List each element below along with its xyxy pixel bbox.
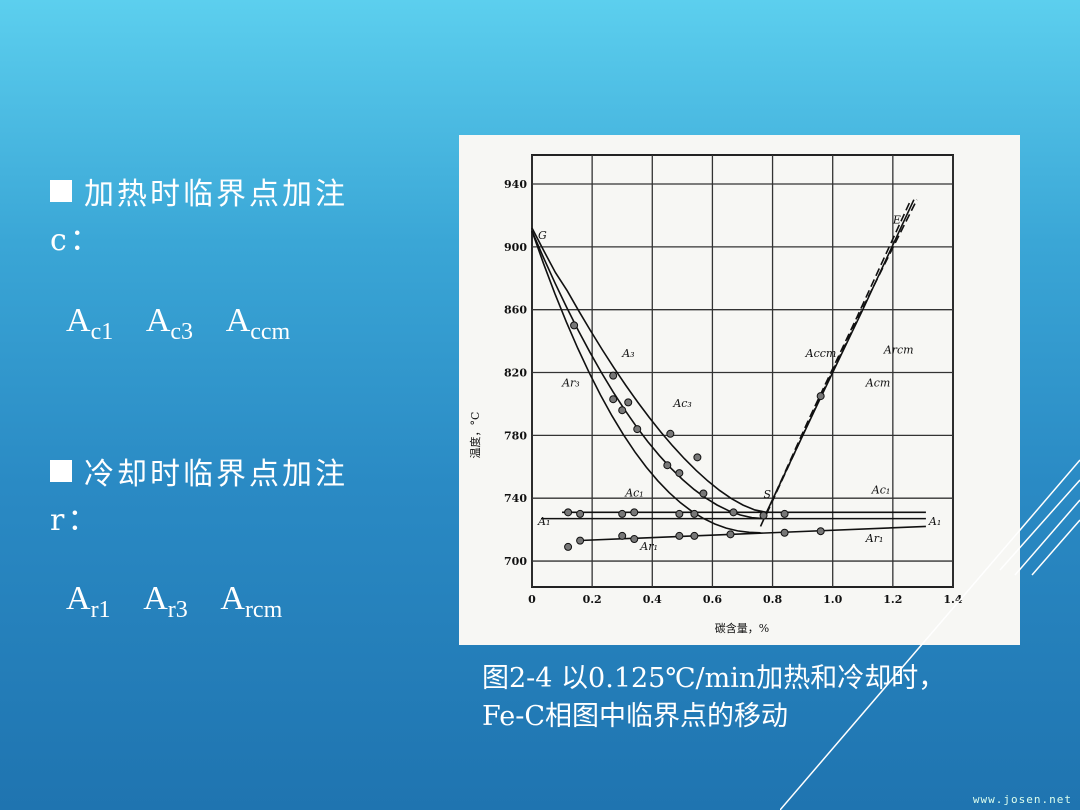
data-point — [618, 509, 627, 518]
figure-caption: 图2-4 以0.125℃/min加热和冷却时， Fe-C相图中临界点的移动 — [482, 660, 945, 736]
data-point — [699, 489, 708, 498]
y-tick-label: 740 — [504, 492, 527, 505]
data-point — [564, 542, 573, 551]
data-point — [663, 461, 672, 470]
symbol-ar3: Ar3 — [143, 580, 188, 623]
data-point — [780, 528, 789, 537]
y-axis-label: 温度，°C — [468, 412, 482, 459]
symbol-base: A — [220, 580, 245, 617]
square-bullet-icon — [50, 180, 72, 202]
label-a3: A₃ — [621, 347, 634, 360]
x-tick-label: 0.6 — [703, 593, 722, 606]
label-ac1-left: Ac₁ — [624, 487, 644, 500]
data-point — [609, 395, 618, 404]
data-point — [630, 508, 639, 517]
data-point — [693, 453, 702, 462]
label-arcm: Arcm — [883, 344, 914, 357]
data-point — [816, 527, 825, 536]
cooling-bullet: 冷却时临界点加注r： — [50, 452, 390, 544]
label-ar1-right: Ar₁ — [865, 532, 884, 545]
symbol-accm: Accm — [225, 302, 291, 345]
decorative-lines — [780, 459, 1080, 810]
symbol-base: A — [145, 302, 171, 339]
data-point — [690, 509, 699, 518]
data-point — [633, 425, 642, 434]
symbol-sub: rcm — [244, 597, 283, 623]
symbol-ar1: Ar1 — [66, 580, 111, 623]
caption-line-1: 图2-4 以0.125℃/min加热和冷却时， — [482, 663, 946, 694]
arcm-curve — [759, 199, 912, 527]
symbol-base: A — [143, 580, 168, 617]
watermark: www.josen.net — [972, 793, 1072, 806]
symbol-arcm: Arcm — [220, 580, 282, 623]
label-g: G — [538, 229, 547, 242]
data-point — [780, 509, 789, 518]
data-point — [576, 509, 585, 518]
data-point — [564, 508, 573, 517]
fe-c-diagram-figure: 0 0.2 0.4 0.6 0.8 1.0 1.2 1.4 940 900 860 820 780 740… — [459, 135, 1020, 645]
x-tick-label: 0 — [528, 593, 536, 606]
symbol-sub: r3 — [167, 597, 188, 623]
x-axis-label: 碳含量，% — [715, 621, 769, 635]
data-point — [675, 469, 684, 478]
label-e: E — [892, 213, 901, 226]
data-point — [570, 321, 579, 330]
square-bullet-icon — [50, 460, 72, 482]
diagram-svg: 0 0.2 0.4 0.6 0.8 1.0 1.2 1.4940900860820780740… — [468, 154, 963, 635]
data-point — [576, 536, 585, 545]
accm-curve — [765, 199, 918, 515]
symbol-ac3: Ac3 — [145, 302, 193, 345]
label-ar1-left: Ar₁ — [639, 540, 658, 553]
x-tick-label: 0.8 — [763, 593, 782, 606]
data-point — [618, 406, 627, 415]
y-tick-label: 940 — [504, 178, 527, 191]
symbol-sub: c3 — [170, 319, 194, 345]
data-point — [666, 429, 675, 438]
cooling-symbols: Ar1 Ar3 Arcm — [66, 580, 308, 624]
data-point — [690, 531, 699, 540]
data-point — [630, 535, 639, 544]
label-a1-left: A₁ — [537, 515, 550, 528]
symbol-sub: ccm — [250, 319, 291, 345]
y-tick-label: 700 — [504, 555, 527, 568]
data-point — [675, 509, 684, 518]
heating-text: 加热时临界点加注c： — [50, 177, 348, 258]
y-tick-label: 900 — [504, 241, 527, 254]
symbol-sub: r1 — [90, 597, 111, 623]
heating-bullet: 加热时临界点加注c： — [50, 172, 390, 264]
symbol-base: A — [225, 302, 251, 339]
label-ac3: Ac₃ — [672, 397, 692, 410]
a3-curve — [531, 230, 764, 520]
y-tick-label: 780 — [504, 429, 527, 442]
data-point — [675, 531, 684, 540]
symbol-sub: c1 — [90, 319, 114, 345]
label-a1-right: A₁ — [928, 515, 941, 528]
symbol-base: A — [66, 580, 91, 617]
data-point — [759, 511, 768, 520]
ar3-curve — [531, 230, 761, 534]
label-ac1-right: Ac₁ — [871, 483, 891, 496]
symbol-ac1: Ac1 — [66, 302, 113, 345]
data-point — [624, 398, 633, 407]
y-tick-label: 820 — [504, 367, 527, 380]
cooling-text: 冷却时临界点加注r： — [50, 457, 348, 538]
data-point — [729, 508, 738, 517]
ac3-curve — [531, 227, 767, 514]
symbol-base: A — [66, 302, 91, 339]
y-tick-label: 860 — [504, 304, 527, 317]
label-ar3: Ar₃ — [561, 377, 580, 390]
data-point — [726, 530, 735, 539]
data-point — [609, 371, 618, 380]
x-tick-label: 0.4 — [643, 593, 662, 606]
label-acm: Acm — [865, 377, 891, 390]
x-tick-label: 1.0 — [823, 593, 842, 606]
data-point — [618, 531, 627, 540]
label-s: S — [764, 488, 772, 501]
x-tick-label: 0.2 — [583, 593, 602, 606]
x-tick-label: 1.2 — [883, 593, 902, 606]
heating-symbols: Ac1 Ac3 Accm — [66, 302, 316, 346]
label-accm: Accm — [805, 347, 837, 360]
data-point — [816, 392, 825, 401]
caption-line-2: Fe-C相图中临界点的移动 — [482, 701, 789, 732]
